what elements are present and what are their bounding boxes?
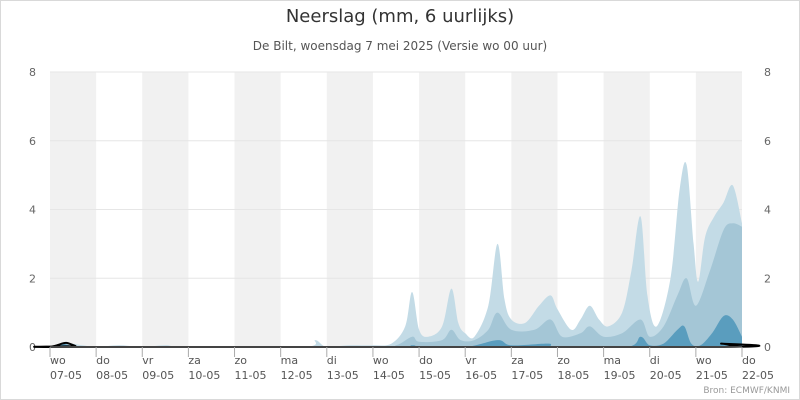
x-tick-label-date: 11-05 bbox=[235, 369, 267, 382]
x-tick-label-day: za bbox=[188, 354, 201, 367]
x-tick-label-day: vr bbox=[142, 354, 154, 367]
x-tick-label-date: 21-05 bbox=[696, 369, 728, 382]
x-tick-label-date: 22-05 bbox=[742, 369, 774, 382]
x-tick-label-day: wo bbox=[50, 354, 66, 367]
y-tick-label-right: 8 bbox=[764, 66, 771, 79]
area-band-3 bbox=[50, 315, 742, 347]
y-tick-label-left: 6 bbox=[29, 135, 36, 148]
x-tick-label-day: wo bbox=[373, 354, 389, 367]
x-tick-label-day: zo bbox=[235, 354, 248, 367]
x-tick-label-date: 12-05 bbox=[281, 369, 313, 382]
chart-subtitle: De Bilt, woensdag 7 mei 2025 (Versie wo … bbox=[252, 39, 548, 53]
x-tick-label-date: 10-05 bbox=[188, 369, 220, 382]
y-tick-label-right: 0 bbox=[764, 341, 771, 354]
y-tick-label-left: 4 bbox=[29, 204, 36, 217]
y-tick-label-right: 4 bbox=[764, 204, 771, 217]
x-tick-label-day: vr bbox=[465, 354, 477, 367]
y-tick-label-right: 6 bbox=[764, 135, 771, 148]
x-tick-label-day: ma bbox=[281, 354, 298, 367]
x-tick-label-day: di bbox=[650, 354, 660, 367]
x-tick-label-date: 14-05 bbox=[373, 369, 405, 382]
x-tick-label-day: ma bbox=[604, 354, 621, 367]
y-tick-label-left: 0 bbox=[29, 341, 36, 354]
x-tick-label-date: 08-05 bbox=[96, 369, 128, 382]
y-tick-label-left: 2 bbox=[29, 272, 36, 285]
x-tick-label-date: 20-05 bbox=[650, 369, 682, 382]
x-tick-label-date: 07-05 bbox=[50, 369, 82, 382]
x-tick-label-day: wo bbox=[696, 354, 712, 367]
x-tick-label-date: 19-05 bbox=[604, 369, 636, 382]
area-band-2 bbox=[50, 223, 742, 347]
x-tick-label-date: 09-05 bbox=[142, 369, 174, 382]
x-tick-label-date: 17-05 bbox=[511, 369, 543, 382]
x-tick-label-day: do bbox=[419, 354, 433, 367]
x-tick-label-day: za bbox=[511, 354, 524, 367]
x-tick-label-day: zo bbox=[557, 354, 570, 367]
x-tick-label-day: do bbox=[96, 354, 110, 367]
y-tick-label-right: 2 bbox=[764, 272, 771, 285]
x-tick-label-date: 13-05 bbox=[327, 369, 359, 382]
credits-link[interactable]: Bron: ECMWF/KNMI bbox=[703, 386, 790, 396]
x-tick-label-day: di bbox=[327, 354, 337, 367]
x-tick-label-date: 16-05 bbox=[465, 369, 497, 382]
x-tick-label-date: 15-05 bbox=[419, 369, 451, 382]
y-tick-label-left: 8 bbox=[29, 66, 36, 79]
chart-title: Neerslag (mm, 6 uurlijks) bbox=[285, 6, 515, 27]
x-tick-label-day: do bbox=[742, 354, 756, 367]
x-tick-label-date: 18-05 bbox=[557, 369, 589, 382]
